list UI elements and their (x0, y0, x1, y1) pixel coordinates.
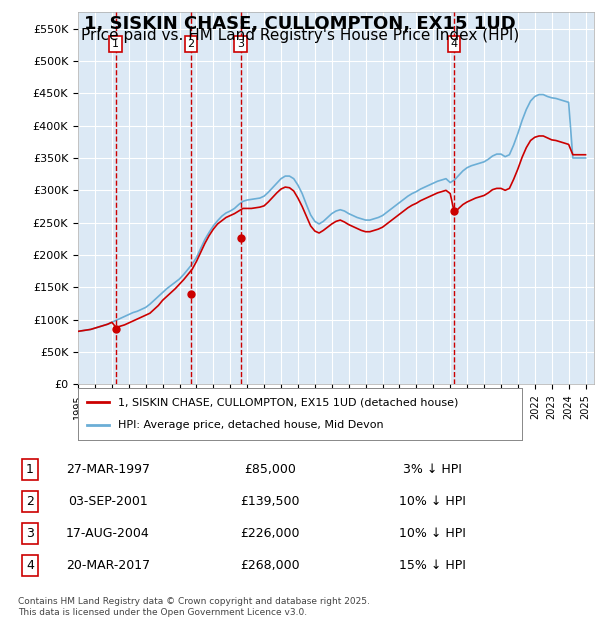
Text: 10% ↓ HPI: 10% ↓ HPI (398, 495, 466, 508)
Text: 1: 1 (112, 39, 119, 49)
Text: HPI: Average price, detached house, Mid Devon: HPI: Average price, detached house, Mid … (118, 420, 383, 430)
Text: 3: 3 (237, 39, 244, 49)
Text: 3: 3 (26, 527, 34, 540)
Text: 4: 4 (26, 559, 34, 572)
Text: £268,000: £268,000 (240, 559, 300, 572)
Text: Contains HM Land Registry data © Crown copyright and database right 2025.
This d: Contains HM Land Registry data © Crown c… (18, 598, 370, 617)
Text: 2: 2 (187, 39, 194, 49)
Text: 1, SISKIN CHASE, CULLOMPTON, EX15 1UD: 1, SISKIN CHASE, CULLOMPTON, EX15 1UD (84, 16, 516, 33)
Text: 2: 2 (26, 495, 34, 508)
Text: £85,000: £85,000 (244, 463, 296, 476)
Text: 1: 1 (26, 463, 34, 476)
Text: Price paid vs. HM Land Registry's House Price Index (HPI): Price paid vs. HM Land Registry's House … (81, 28, 519, 43)
Text: 03-SEP-2001: 03-SEP-2001 (68, 495, 148, 508)
Text: 20-MAR-2017: 20-MAR-2017 (66, 559, 150, 572)
Text: 27-MAR-1997: 27-MAR-1997 (66, 463, 150, 476)
Text: £139,500: £139,500 (240, 495, 300, 508)
Text: £226,000: £226,000 (240, 527, 300, 540)
Text: 17-AUG-2004: 17-AUG-2004 (66, 527, 150, 540)
Text: 15% ↓ HPI: 15% ↓ HPI (398, 559, 466, 572)
Text: 1, SISKIN CHASE, CULLOMPTON, EX15 1UD (detached house): 1, SISKIN CHASE, CULLOMPTON, EX15 1UD (d… (118, 397, 458, 407)
Text: 3% ↓ HPI: 3% ↓ HPI (403, 463, 461, 476)
Text: 4: 4 (451, 39, 457, 49)
Text: 10% ↓ HPI: 10% ↓ HPI (398, 527, 466, 540)
